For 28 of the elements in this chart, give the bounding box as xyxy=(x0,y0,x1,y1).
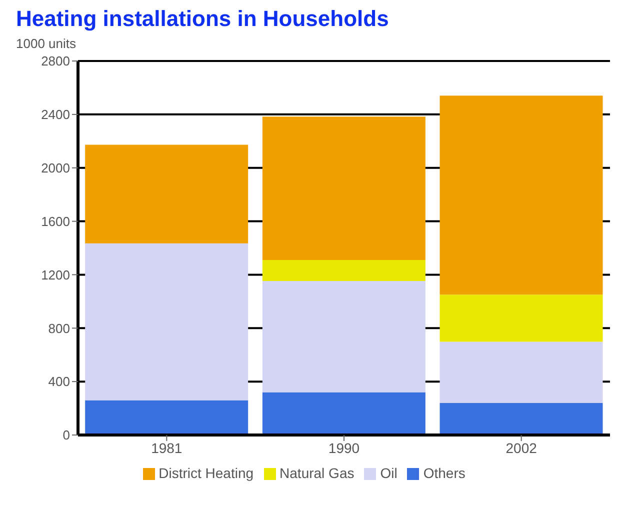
bar xyxy=(85,243,248,400)
x-tick-label: 2002 xyxy=(506,440,538,456)
bar xyxy=(85,400,248,435)
y-axis-title: 1000 units xyxy=(16,36,77,51)
bar xyxy=(440,294,603,342)
chart-title: Heating installations in Households xyxy=(16,6,390,31)
bar xyxy=(262,392,426,435)
y-tick-label: 2400 xyxy=(41,107,70,122)
legend-label: Others xyxy=(423,465,466,481)
bar xyxy=(262,260,426,281)
bar xyxy=(440,402,603,435)
bar xyxy=(262,116,426,260)
y-tick-label: 2000 xyxy=(41,160,70,176)
y-tick-label: 800 xyxy=(48,320,70,336)
x-tick-label: 1981 xyxy=(151,440,182,456)
y-tick-label: 0 xyxy=(62,428,70,443)
bar xyxy=(262,280,426,392)
legend-label: Natural Gas xyxy=(280,465,354,481)
x-tick-label: 1990 xyxy=(328,440,360,456)
y-tick-label: 1200 xyxy=(41,267,70,282)
y-tick-label: 400 xyxy=(48,374,70,390)
bar xyxy=(440,96,603,295)
y-tick-label: 1600 xyxy=(41,214,70,229)
y-tick-label: 2800 xyxy=(41,54,70,69)
legend-label: District Heating xyxy=(158,465,254,481)
legend-label: Oil xyxy=(380,465,398,481)
bar xyxy=(85,144,248,244)
bar xyxy=(440,342,603,403)
